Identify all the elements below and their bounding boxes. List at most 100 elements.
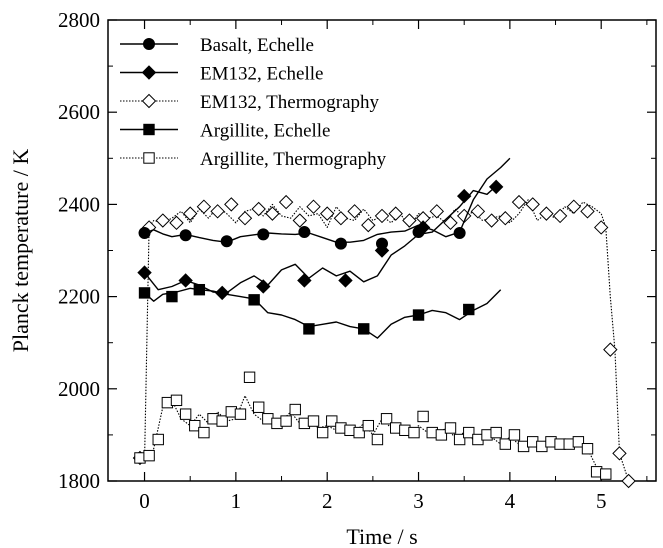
x-tick-label: 4	[505, 489, 516, 513]
data-point	[316, 426, 329, 439]
data-point	[508, 429, 521, 441]
data-point	[388, 206, 403, 221]
data-point	[361, 217, 376, 233]
series-3	[138, 283, 502, 339]
data-point	[358, 323, 370, 335]
data-point	[456, 188, 472, 204]
data-point	[265, 206, 280, 221]
data-point	[289, 403, 301, 416]
data-point	[453, 433, 466, 446]
data-point	[600, 468, 612, 480]
data-point	[463, 303, 475, 316]
data-point	[166, 290, 178, 303]
data-point	[374, 243, 390, 258]
data-point	[333, 211, 349, 226]
legend-label: Argillite, Echelle	[200, 121, 331, 142]
data-point	[572, 436, 585, 448]
series-line	[144, 287, 502, 339]
y-tick-label: 2000	[58, 377, 100, 401]
legend-marker	[141, 93, 157, 109]
x-tick-label: 5	[596, 489, 607, 513]
data-point	[178, 273, 193, 288]
data-point	[353, 426, 365, 439]
data-point	[220, 235, 233, 248]
data-point	[224, 197, 239, 212]
data-point	[488, 179, 504, 195]
legend-label: EM132, Echelle	[200, 64, 323, 85]
data-point	[298, 226, 311, 239]
legend: Basalt, Echelle EM132, Echelle EM132, Ther…	[120, 35, 387, 170]
data-point	[196, 199, 212, 214]
data-point	[280, 415, 292, 427]
data-point	[319, 206, 335, 221]
data-point	[347, 204, 362, 219]
x-axis-title: Time / s	[346, 524, 417, 548]
data-point	[189, 419, 201, 432]
series-line	[144, 157, 511, 243]
series-2	[132, 194, 636, 489]
data-point	[362, 419, 375, 432]
x-tick-label: 3	[413, 489, 424, 513]
legend-marker	[143, 152, 155, 164]
data-point	[303, 323, 315, 335]
data-point	[143, 449, 155, 462]
series-0	[138, 157, 511, 250]
data-point	[417, 410, 429, 423]
data-point	[371, 433, 384, 446]
data-point	[243, 371, 256, 383]
legend-entry: EM132, Thermography	[120, 92, 380, 113]
data-point	[179, 408, 192, 420]
legend-entry: EM132, Echelle	[120, 64, 323, 85]
data-point	[170, 394, 183, 407]
y-axis-title: Planck temperature / K	[8, 149, 33, 353]
data-point	[138, 287, 151, 299]
data-point	[234, 408, 247, 420]
legend-entry: Argillite, Thermography	[120, 149, 387, 170]
data-point	[237, 211, 253, 226]
data-point	[621, 473, 636, 489]
data-point	[435, 429, 448, 441]
data-point	[408, 426, 420, 439]
data-point	[511, 194, 527, 210]
legend-label: Basalt, Echelle	[200, 35, 314, 56]
legend-entry: Argillite, Echelle	[120, 121, 331, 142]
legend-entry: Basalt, Echelle	[120, 35, 314, 56]
data-point	[152, 433, 164, 446]
data-point	[297, 273, 312, 288]
y-tick-label: 1800	[58, 469, 100, 493]
data-point	[198, 426, 210, 439]
series-4	[134, 371, 612, 480]
series-line	[143, 185, 497, 294]
data-point	[429, 204, 445, 219]
data-point	[552, 208, 568, 224]
data-point	[612, 446, 627, 461]
legend-marker	[141, 65, 157, 80]
data-point	[499, 438, 512, 450]
data-point	[463, 426, 475, 439]
data-point	[539, 206, 554, 221]
data-point	[338, 273, 353, 288]
x-tick-label: 2	[322, 489, 333, 513]
data-point	[470, 204, 486, 219]
data-point	[137, 265, 152, 280]
y-tick-label: 2800	[58, 8, 100, 32]
data-point	[216, 415, 228, 427]
data-point	[138, 226, 151, 239]
data-point	[253, 401, 265, 413]
data-point	[566, 199, 582, 214]
data-point	[307, 415, 320, 427]
data-point	[326, 415, 338, 427]
data-point	[182, 206, 198, 221]
legend-label: Argillite, Thermography	[200, 149, 387, 170]
data-point	[525, 197, 540, 212]
data-point	[603, 342, 618, 357]
data-point	[374, 208, 390, 224]
data-point	[179, 229, 192, 242]
x-tick-label: 1	[231, 489, 242, 513]
legend-label: EM132, Thermography	[200, 92, 380, 113]
data-point	[443, 215, 458, 231]
data-point	[581, 443, 594, 455]
data-point	[256, 279, 271, 294]
